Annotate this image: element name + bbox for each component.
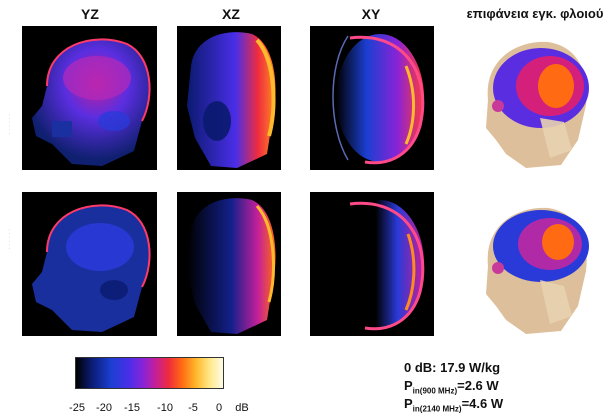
colorbar-tick: 0: [215, 402, 223, 414]
colorbar: [75, 357, 224, 389]
column-title-xz: XZ: [222, 6, 240, 22]
power-value: =4.6 W: [461, 396, 504, 411]
power-symbol: P: [404, 378, 413, 393]
colorbar-tick: -25: [69, 402, 85, 414]
power-symbol: P: [404, 396, 413, 411]
reference-sar-text: 0 dB: 17.9 W/kg: [404, 360, 501, 375]
row-label-top: ......: [2, 112, 13, 135]
colorbar-tick: -20: [96, 402, 112, 414]
sar-map-yz-row1: [22, 26, 157, 170]
column-title-xy: XY: [361, 6, 381, 22]
colorbar-tick: -15: [124, 402, 140, 414]
colorbar-unit: dB: [235, 402, 249, 414]
cortex-surface-render-row2: [466, 196, 596, 336]
sar-map-xy-row2: [310, 192, 434, 336]
reference-sar: 0 dB: 17.9 W/kg: [404, 360, 500, 375]
sar-map-xy-row1: [310, 26, 434, 170]
input-power-2140: Pin(2140 MHz)=4.6 W: [404, 396, 503, 414]
colorbar-tick: -10: [157, 402, 173, 414]
power-subscript: in(2140 MHz): [412, 404, 462, 414]
power-value: =2.6 W: [457, 378, 499, 393]
colorbar-tick: -5: [188, 402, 198, 414]
column-title-yz: YZ: [81, 6, 99, 22]
power-subscript: in(900 MHz): [412, 386, 458, 396]
column-title-surface: επιφάνεια εγκ. φλοιού: [466, 6, 604, 21]
sar-map-xz-row1: [177, 26, 281, 170]
cortex-surface-render-row1: [466, 30, 596, 170]
sar-map-yz-row2: [22, 192, 157, 336]
row-label-bottom: ......: [2, 227, 13, 250]
sar-map-xz-row2: [177, 192, 281, 336]
input-power-900: Pin(900 MHz)=2.6 W: [404, 378, 499, 396]
